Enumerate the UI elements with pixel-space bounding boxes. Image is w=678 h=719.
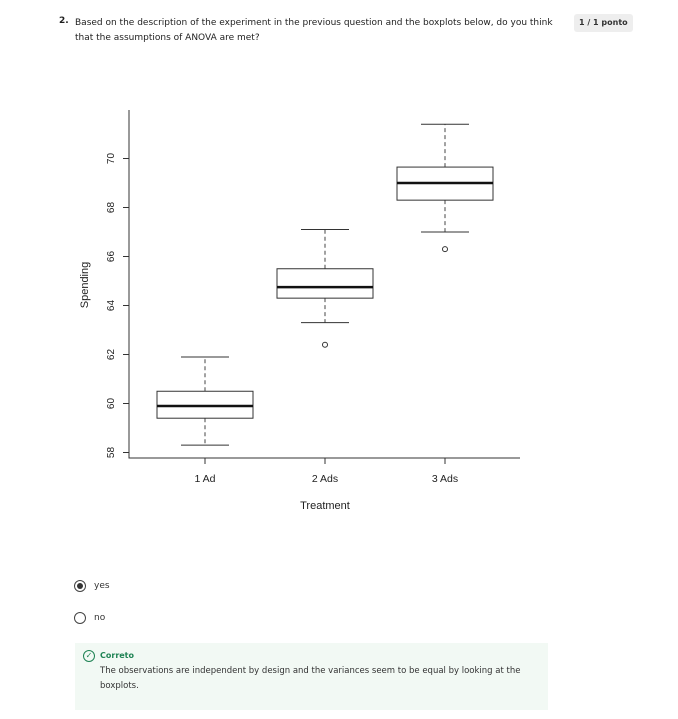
- x-axis-label: Treatment: [300, 500, 350, 512]
- box-1: [156, 356, 254, 446]
- option-yes-label: yes: [94, 581, 110, 591]
- feedback-text: The observations are independent by desi…: [100, 666, 521, 691]
- option-no[interactable]: no: [74, 612, 105, 624]
- y-tick-label: 70: [106, 153, 117, 165]
- box-2: [276, 229, 374, 348]
- feedback-status: Correto: [100, 651, 135, 660]
- outlier-point: [442, 246, 448, 253]
- outlier-point: [322, 341, 328, 348]
- option-yes[interactable]: yes: [74, 580, 110, 592]
- question-text: Based on the description of the experime…: [75, 18, 553, 43]
- y-tick-label: 64: [106, 300, 117, 312]
- check-circle-icon: ✓: [83, 650, 95, 662]
- y-tick-label: 62: [106, 349, 117, 361]
- iqr-box: [276, 268, 374, 299]
- y-axis-label: Spending: [79, 262, 91, 309]
- plot-axes-frame: [128, 110, 520, 459]
- y-tick-label: 66: [106, 251, 117, 263]
- y-tick-label: 58: [106, 447, 117, 459]
- radio-yes[interactable]: [74, 580, 86, 592]
- box-3: [396, 123, 494, 253]
- feedback-panel: ✓ Correto The observations are independe…: [75, 643, 548, 710]
- x-tick-label: 1 Ad: [194, 473, 215, 485]
- x-tick-label: 2 Ads: [312, 473, 338, 485]
- radio-no[interactable]: [74, 612, 86, 624]
- y-tick-label: 68: [106, 202, 117, 214]
- question-number: 2.: [59, 16, 69, 26]
- score-badge: 1 / 1 ponto: [574, 14, 633, 32]
- radio-selected-dot: [77, 583, 83, 589]
- x-tick-label: 3 Ads: [432, 473, 458, 485]
- option-no-label: no: [94, 613, 106, 623]
- y-tick-label: 60: [106, 398, 117, 410]
